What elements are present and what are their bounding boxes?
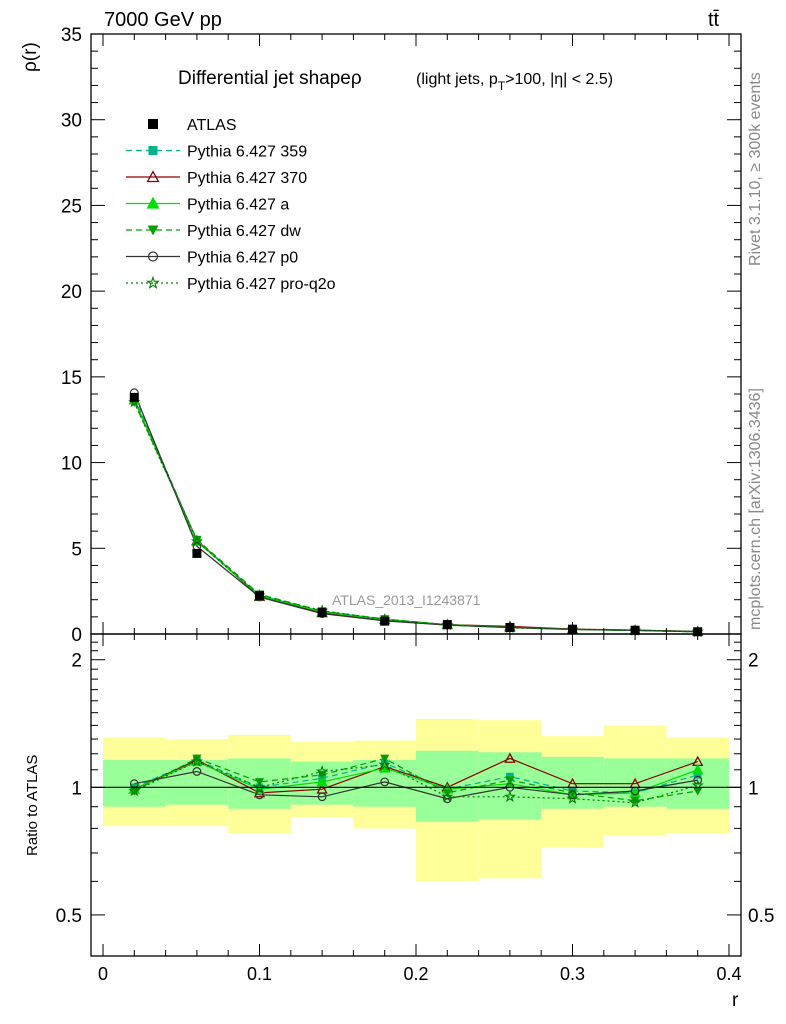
series-point-ratio-4-9 [693,775,703,785]
series-point-ratio-4-1 [192,767,202,776]
ratio-tick-label-left-1: 1 [71,778,82,799]
data-point-4 [380,616,390,626]
legend-label-6: Pythia 6.427 pro-q2o [187,276,336,293]
y-tick-label-0: 0 [71,625,82,646]
data-point-3 [317,608,327,618]
legend-marker-0 [148,119,158,129]
series-point-ratio-5-7 [566,792,579,804]
series-point-main-5-1 [190,534,204,547]
series-point-ratio-5-6 [503,790,516,802]
series-point-ratio-0-9 [693,771,702,779]
x-axis-label: r [732,990,739,1011]
legend-marker-3 [146,196,160,209]
legend-label-3: Pythia 6.427 a [187,197,289,214]
series-line-ratio-2 [134,760,698,796]
x-tick-label-1: 0.1 [247,964,272,984]
series-point-ratio-4-7 [568,790,577,800]
data-point-1 [192,548,202,558]
series-point-ratio-3-6 [505,776,515,785]
series-point-ratio-4-2 [255,790,264,800]
series-point-ratio-4-3 [317,792,327,802]
x-tick-label-4: 0.4 [716,964,741,984]
data-point-5 [442,620,452,630]
series-point-ratio-1-6 [504,752,516,763]
series-point-ratio-3-8 [630,796,640,806]
y-tick-label-4: 20 [61,282,82,303]
series-point-ratio-5-0 [128,784,141,797]
ratio-tick-label-right-0: 0.5 [748,906,774,927]
ratio-tick-label-right-2: 2 [748,651,759,672]
legend-marker-5 [147,251,159,262]
subtitle-part-b: >100, |η| < 2.5) [505,71,613,88]
legend-marker-4 [147,225,159,236]
series-point-ratio-5-5 [441,790,454,802]
legend-marker-6 [146,275,160,289]
series-point-ratio-2-3 [316,775,328,787]
y-tick-label-2: 10 [61,454,82,475]
x-tick-label-2: 0.2 [403,964,428,984]
legend-label-5: Pythia 6.427 p0 [187,250,298,267]
legend-marker-2 [146,170,160,183]
series-point-ratio-4-4 [380,777,390,787]
series-point-ratio-5-3 [315,765,329,777]
x-tick-label-0: 0 [98,964,108,984]
data-point-2 [255,590,264,600]
data-point-0 [129,392,139,402]
series-line-ratio-4 [134,770,698,800]
series-line-ratio-3 [134,757,698,802]
series-point-ratio-5-2 [253,780,266,793]
series-point-ratio-3-1 [192,754,202,763]
subtitle-subscript: T [498,79,506,93]
series-point-ratio-2-9 [692,763,704,775]
legend-label-2: Pythia 6.427 370 [187,170,307,187]
legend-label-0: ATLAS [187,117,237,134]
process-energy-label: 7000 GeV pp [104,9,222,31]
x-tick-label-3: 0.3 [560,964,585,984]
legend-label-4: Pythia 6.427 dw [187,223,301,240]
series-point-ratio-4-5 [442,794,452,804]
legend-label-1: Pythia 6.427 359 [187,144,307,161]
y-tick-label-5: 25 [61,196,82,217]
subtitle-part-a: (light jets, p [416,71,498,88]
series-line-ratio-0 [134,759,698,794]
process-type-label: tt̄ [708,9,720,31]
series-point-ratio-5-8 [629,796,642,808]
series-line-ratio-1 [134,757,698,794]
axes [90,33,742,957]
ratio-axis-label: Ratio to ATLAS [24,755,41,856]
ratio-tick-label-left-0: 0.5 [56,906,82,927]
y-axis-label: ρ(r) [20,42,41,72]
legend: ATLAS Pythia 6.427 359 Pythia 6.427 370 Pyt… [126,117,336,293]
ratio-tick-label-right-1: 1 [748,778,759,799]
series-point-ratio-5-4 [378,758,391,771]
y-tick-label-6: 30 [61,111,82,132]
series-point-ratio-5-1 [190,755,204,767]
analysis-label: ATLAS_2013_I1243871 [332,592,481,608]
chart-subtitle: (light jets, pT>100, |η| < 2.5) [416,71,613,93]
data-point-6 [505,622,515,632]
tick-labels: 0 0.1 0.2 0.3 0.4 0 5 10 15 20 25 30 35 0.5 0.5 1 1 2 2 [56,25,775,984]
y-tick-label-1: 5 [71,539,82,560]
ratio-tick-label-left-2: 2 [71,651,82,672]
y-tick-label-3: 15 [61,368,82,389]
series-line-ratio-5 [134,760,698,804]
y-tick-label-7: 35 [61,25,82,46]
series-point-main-3-1 [192,535,202,545]
legend-marker-1 [148,146,158,155]
chart-title: Differential jet shapeρ [178,68,362,89]
